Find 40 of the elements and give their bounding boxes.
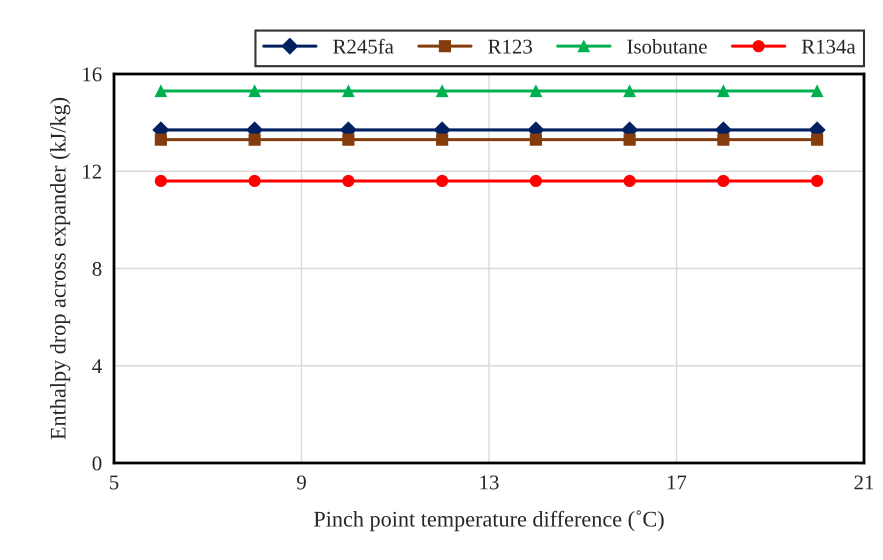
point [811, 134, 824, 146]
point [530, 174, 542, 188]
y-tick-label: 16 [83, 67, 102, 82]
point [717, 174, 730, 188]
y-tick-label: 0 [92, 456, 102, 470]
point [342, 84, 354, 98]
point [624, 134, 636, 146]
point [154, 174, 167, 188]
x-tick-label: 21 [854, 475, 874, 490]
point [436, 174, 448, 188]
point [154, 134, 167, 146]
legend-label: Isobutane [627, 38, 707, 54]
x-axis-title: Pinch point temperature difference (˚C) [314, 510, 664, 532]
point [248, 174, 261, 188]
y-tick-label: 8 [92, 262, 102, 276]
point [436, 134, 448, 146]
y-tick-label: 12 [83, 164, 102, 178]
point [811, 174, 824, 188]
legend-label: R134a [802, 40, 856, 54]
x-tick-label: 5 [110, 476, 118, 490]
point [248, 84, 261, 98]
legend-label: R245fa [333, 38, 394, 54]
point [342, 174, 354, 188]
point [624, 84, 636, 98]
point [717, 134, 730, 146]
point [530, 134, 542, 146]
y-axis-title: Enthalpy drop across expander (kJ/kg) [50, 98, 70, 440]
x-tick-label: 13 [480, 475, 499, 490]
point [811, 84, 824, 98]
point [342, 134, 354, 146]
point [154, 84, 167, 98]
x-tick-label: 17 [668, 476, 686, 490]
point [248, 134, 261, 146]
point [436, 84, 448, 98]
y-tick-label: 4 [92, 359, 102, 373]
point [717, 84, 730, 98]
legend-label: R123 [488, 40, 532, 54]
x-tick-label: 9 [296, 475, 306, 490]
point [530, 84, 542, 98]
point [624, 174, 636, 188]
